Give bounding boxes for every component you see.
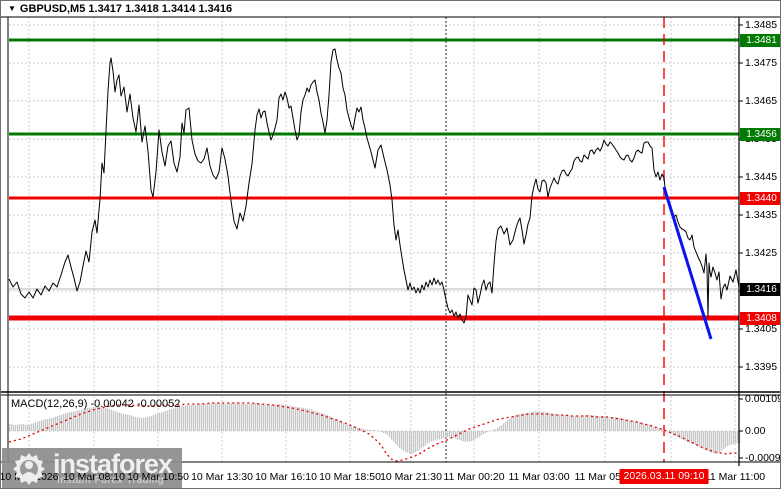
macd-histogram — [9, 403, 741, 454]
macd-indicator-label: MACD(12,26,9) -0.00042 -0.00052 — [11, 398, 181, 410]
highlighted-time-badge: 2026.03.11 09:10 — [619, 469, 709, 484]
price-tick-label: 1.3465 — [745, 95, 778, 107]
price-tick-label: 1.3435 — [745, 209, 778, 221]
symbol-period-label: GBPUSD,M5 — [19, 3, 86, 15]
symbol-dropdown-icon[interactable]: ▼ — [8, 4, 16, 13]
watermark-tagline-text: Instant Forex Trading — [57, 475, 165, 486]
price-tick-label: 1.3425 — [745, 247, 778, 259]
current-price-badge: 1.3416 — [740, 282, 780, 296]
level-price-badge: 1.3440 — [740, 191, 780, 205]
price-tick-label: 1.3445 — [745, 171, 778, 183]
price-tick-label: 1.3405 — [745, 323, 778, 335]
chart-title: ▼ GBPUSD,M5 1.3417 1.3418 1.3414 1.3416 — [8, 3, 232, 15]
price-tick-label: 1.3395 — [745, 361, 778, 373]
trend-line[interactable] — [662, 186, 713, 340]
time-label: 10 Mar 08:10 — [63, 471, 125, 483]
time-label: 11 Mar 00:20 — [443, 471, 505, 483]
watermark-brand-text: instaforex — [53, 449, 173, 479]
time-label: 10 Mar 16:10 — [255, 471, 317, 483]
instaforex-logo-icon — [13, 453, 45, 485]
macd-tick-label: 0.00109 — [745, 393, 781, 405]
time-label: 11 Mar 11:00 — [704, 471, 766, 483]
price-tick-label: 1.3485 — [745, 19, 778, 31]
time-label: 10 Mar 21:30 — [380, 471, 442, 483]
level-price-badge: 1.3481 — [740, 33, 780, 47]
price-tick-label: 1.3475 — [745, 57, 778, 69]
time-label: 11 Mar 03:00 — [508, 471, 570, 483]
level-price-badge: 1.3408 — [740, 311, 780, 325]
macd-tick-label: 0.00 — [745, 425, 766, 437]
time-label: 10 Mar 10:50 — [127, 471, 189, 483]
level-price-badge: 1.3456 — [740, 127, 780, 141]
macd-tick-label: -0.00099 — [745, 452, 781, 464]
ohlc-quotes-label: 1.3417 1.3418 1.3414 1.3416 — [88, 3, 233, 15]
time-label: 10 Mar 18:50 — [319, 471, 381, 483]
macd-signal-line — [8, 402, 739, 462]
price-line — [8, 48, 740, 324]
time-label: 10 Mar 13:30 — [191, 471, 253, 483]
